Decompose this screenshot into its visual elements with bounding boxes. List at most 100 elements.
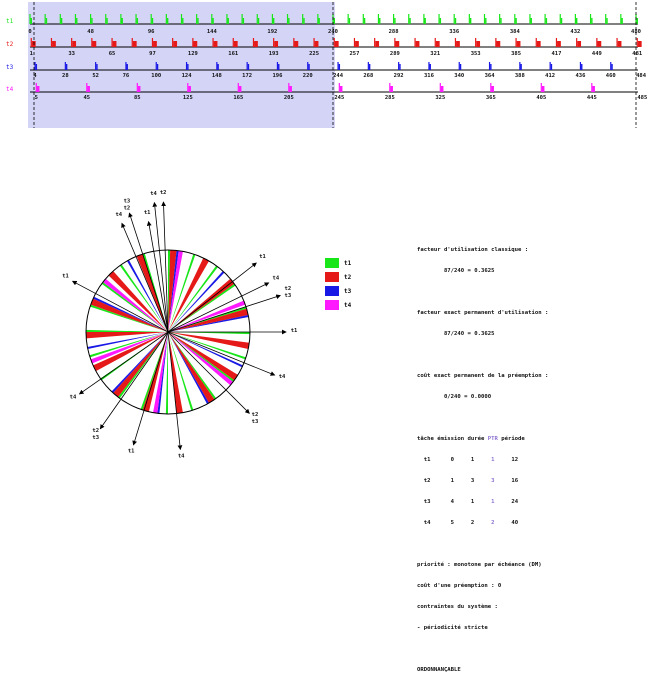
info-line: facteur exact permanent d'utilisation : (417, 310, 549, 316)
table-row: t3 4 1 1 24 (417, 499, 519, 505)
tick-label: 288 (389, 29, 399, 35)
wheel-slice-t1 (168, 332, 194, 411)
wheel-slice-t1 (118, 332, 168, 399)
execution-block (233, 41, 238, 47)
wheel-spoke (167, 331, 276, 376)
execution-block (469, 18, 472, 24)
task-label-t3: t3 (6, 64, 14, 71)
execution-block (213, 41, 218, 47)
execution-block (87, 86, 90, 92)
tick-label: 76 (123, 73, 130, 79)
spoke-label: t4 (70, 395, 77, 401)
tick-label: 340 (454, 73, 464, 79)
execution-block (45, 18, 48, 24)
execution-block (500, 18, 502, 24)
tick-label: 0 (28, 29, 31, 35)
execution-block (318, 18, 320, 24)
execution-block (182, 18, 184, 24)
execution-block (394, 18, 396, 24)
info-line: coût d'une préemption : 0 (417, 583, 502, 589)
wheel-slice-t3 (93, 296, 168, 332)
execution-block (621, 18, 623, 24)
execution-block (520, 64, 522, 70)
legend-label: t4 (344, 302, 352, 309)
execution-block (491, 86, 494, 92)
tick-label: 285 (385, 95, 395, 101)
wheel-slice-t1 (168, 254, 196, 332)
wheel-slice-t2 (90, 298, 168, 332)
execution-block (363, 18, 366, 24)
execution-block (515, 18, 517, 24)
tick-label: 100 (151, 73, 161, 79)
execution-block (96, 64, 98, 70)
execution-block (193, 41, 198, 47)
execution-block (294, 41, 299, 47)
tick-label: 148 (212, 73, 222, 79)
tick-label: 196 (272, 73, 283, 79)
execution-block (254, 41, 258, 47)
wheel-spoke (152, 201, 169, 333)
tick-label: 417 (551, 51, 561, 57)
execution-block (308, 64, 310, 70)
spoke-label: t1 (62, 274, 69, 280)
legend-label: t3 (344, 288, 352, 295)
tick-label: 245 (334, 95, 344, 101)
tick-label: 85 (134, 95, 141, 101)
legend-item-t2: t2 (325, 272, 365, 286)
wheel-slice-t1 (168, 332, 246, 360)
execution-block (314, 41, 319, 47)
execution-block (459, 64, 462, 70)
tick-label: 432 (570, 29, 580, 35)
wheel-spoke (99, 331, 169, 430)
execution-block (274, 41, 279, 47)
spoke-label: t2 (92, 428, 99, 434)
execution-block (338, 64, 341, 70)
tick-label: 220 (303, 73, 313, 79)
execution-block (592, 86, 595, 92)
wheel-spoke (167, 331, 183, 451)
wheel-slice-t2 (108, 271, 168, 332)
execution-block (273, 18, 275, 24)
analysis-panel: facteur d'utilisation classique : 87/240… (417, 233, 548, 681)
tick-label: 316 (424, 73, 435, 79)
execution-block (65, 64, 68, 70)
execution-block (188, 86, 191, 92)
wheel-slice-t2 (113, 332, 168, 398)
execution-block (496, 41, 501, 47)
wheel-slice-t2 (168, 332, 250, 350)
legend-label: t2 (344, 274, 352, 281)
tick-label: 1 (30, 51, 34, 57)
tick-label: 365 (486, 95, 496, 101)
spoke-label: t2 (252, 412, 259, 418)
execution-block (288, 18, 290, 24)
wheel-slice-t4 (153, 332, 168, 414)
tick-label: 244 (333, 73, 344, 79)
execution-block (490, 64, 492, 70)
tick-label: 65 (109, 51, 116, 57)
wheel-slice-t1 (168, 332, 235, 382)
table-row: t4 5 2 2 40 (417, 520, 519, 526)
legend-item-t3: t3 (325, 286, 365, 300)
execution-block (368, 64, 371, 70)
execution-block (106, 18, 108, 24)
tick-label: 388 (515, 73, 525, 79)
execution-block (550, 64, 553, 70)
legend-item-t4: t4 (325, 300, 365, 314)
wheel-slice-t4 (168, 332, 234, 386)
tick-label: 28 (62, 73, 69, 79)
tick-label: 192 (267, 29, 277, 35)
wheel-slice-t1 (168, 250, 171, 332)
execution-block (530, 18, 532, 24)
info-line: 87/240 = 0.3625 (417, 268, 495, 274)
execution-block (257, 18, 260, 24)
execution-block (454, 18, 457, 24)
spoke-label: t2 (160, 190, 167, 196)
execution-block (289, 86, 292, 92)
tick-label: 412 (545, 73, 555, 79)
wheel-slice-t2 (168, 332, 215, 404)
wheel-slice-t1 (119, 264, 168, 332)
tick-label: 289 (390, 51, 400, 57)
execution-block (60, 18, 63, 24)
spoke-label: t2 (124, 206, 131, 212)
wheel-spoke (78, 331, 169, 395)
